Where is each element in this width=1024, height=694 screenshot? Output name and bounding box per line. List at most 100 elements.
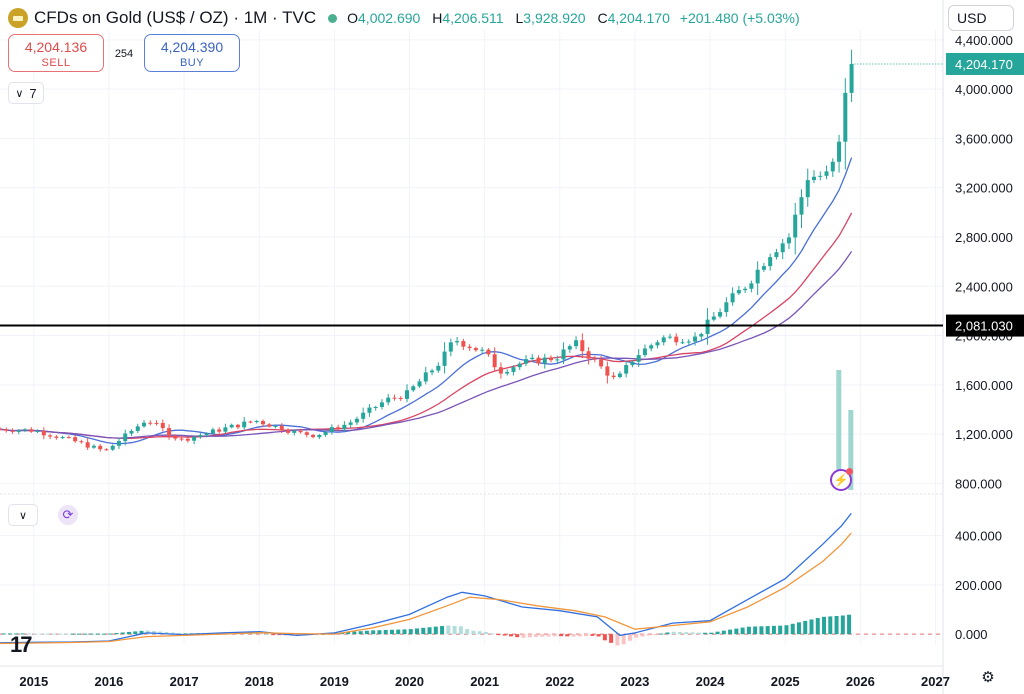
- x-tick-label: 2025: [771, 674, 800, 689]
- candle-body: [711, 316, 716, 320]
- candle-body: [41, 431, 46, 436]
- macd-histogram-bar: [70, 633, 75, 635]
- candle-body: [661, 337, 666, 343]
- signal-line: [0, 532, 852, 645]
- macd-histogram-bar: [728, 629, 733, 635]
- candle-body: [66, 437, 71, 439]
- buy-button[interactable]: 4,204.390 BUY: [144, 34, 240, 72]
- candle-body: [617, 373, 622, 378]
- candle-body: [60, 437, 65, 439]
- candle-body: [718, 312, 723, 317]
- macd-histogram-bar: [822, 616, 827, 635]
- macd-histogram-bar: [477, 631, 482, 635]
- macd-histogram-bar: [621, 634, 626, 645]
- candle-body: [392, 397, 397, 399]
- x-tick-label: 2021: [470, 674, 499, 689]
- macd-histogram-bar: [809, 619, 814, 635]
- candle-body: [830, 161, 835, 172]
- macd-histogram-bar: [440, 626, 445, 635]
- tradingview-logo[interactable]: 17: [10, 632, 33, 657]
- macd-histogram-bar: [133, 631, 138, 635]
- candle-body: [279, 425, 284, 431]
- x-tick-label: 2015: [19, 674, 48, 689]
- candle-body: [116, 441, 121, 446]
- candle-body: [774, 252, 779, 258]
- candle-body: [348, 422, 353, 425]
- macd-histogram-bar: [421, 627, 426, 635]
- x-tick-label: 2024: [696, 674, 726, 689]
- macd-histogram-bar: [815, 618, 820, 635]
- candle-body: [655, 342, 660, 346]
- candle-body: [505, 371, 510, 374]
- macd-histogram-bar: [765, 626, 770, 635]
- macd-histogram-bar: [64, 633, 69, 635]
- candle-body: [79, 441, 84, 443]
- macd-histogram-bar: [45, 633, 50, 635]
- ohlc-values: O4,002.690 H4,206.511 L3,928.920 C4,204.…: [347, 10, 800, 26]
- macd-histogram-bar: [759, 626, 764, 635]
- macd-histogram-bar: [364, 630, 369, 635]
- candle-body: [523, 359, 528, 364]
- lightning-icon[interactable]: ⚡: [830, 468, 853, 491]
- macd-histogram-bar: [546, 634, 551, 637]
- candle-body: [35, 431, 40, 433]
- candle-body: [367, 407, 372, 413]
- candle-body: [492, 354, 497, 368]
- candle-body: [473, 348, 478, 351]
- candle-body: [217, 429, 222, 432]
- macd-histogram-bar: [58, 633, 63, 635]
- indicators-toggle[interactable]: ∨ 7: [8, 82, 44, 104]
- horizontal-line-label: 2,081.030: [955, 319, 1013, 334]
- macd-histogram-bar: [533, 634, 538, 637]
- sell-button[interactable]: 4,204.136 SELL: [8, 34, 104, 72]
- macd-histogram-bar: [415, 628, 420, 635]
- sync-icon[interactable]: ⟳: [58, 505, 78, 525]
- macd-histogram-bar: [170, 632, 175, 635]
- live-dot-icon: [328, 13, 338, 23]
- symbol-title[interactable]: CFDs on Gold (US$ / OZ) · 1M · TVC: [34, 8, 317, 27]
- candle-body: [442, 351, 447, 366]
- macd-histogram-bar: [76, 633, 81, 635]
- macd-histogram-bar: [396, 629, 401, 635]
- x-tick-label: 2018: [245, 674, 274, 689]
- macd-histogram-bar: [596, 634, 601, 637]
- candle-body: [680, 342, 685, 344]
- candle-body: [849, 63, 854, 93]
- macd-histogram-bar: [590, 634, 595, 636]
- y-tick-label: 4,000.000: [955, 82, 1013, 97]
- macd-collapse-button[interactable]: ∨: [8, 504, 38, 526]
- candle-body: [148, 422, 153, 424]
- candle-body: [436, 365, 441, 371]
- spread-value: 254: [114, 48, 134, 60]
- macd-histogram-bar: [784, 625, 789, 635]
- candle-body: [10, 430, 15, 432]
- gear-icon[interactable]: ⚙: [981, 669, 995, 686]
- macd-histogram-bar: [352, 631, 357, 635]
- candle-body: [674, 336, 679, 343]
- macd-histogram-bar: [627, 634, 632, 641]
- candle-body: [0, 429, 2, 431]
- candle-body: [805, 180, 810, 198]
- y-tick-label: 2,800.000: [955, 230, 1013, 245]
- candle-body: [260, 420, 265, 425]
- macd-histogram-bar: [108, 633, 113, 635]
- macd-histogram-bar: [577, 634, 582, 637]
- candle-body: [561, 349, 566, 360]
- x-tick-label: 2023: [620, 674, 649, 689]
- currency-select[interactable]: USD: [948, 5, 1014, 31]
- candle-body: [793, 214, 798, 238]
- candle-body: [448, 342, 453, 352]
- candle-body: [649, 345, 654, 349]
- sell-price: 4,204.136: [24, 39, 88, 55]
- macd-histogram-bar: [452, 625, 457, 635]
- macd-histogram-bar: [734, 628, 739, 635]
- candle-body: [480, 349, 485, 351]
- macd-histogram-bar: [515, 634, 520, 638]
- candle-body: [110, 445, 115, 450]
- candle-body: [373, 406, 378, 408]
- candle-body: [555, 359, 560, 361]
- candle-body: [304, 432, 309, 435]
- macd-histogram-bar: [684, 632, 689, 635]
- y-tick-label: 1,600.000: [955, 378, 1013, 393]
